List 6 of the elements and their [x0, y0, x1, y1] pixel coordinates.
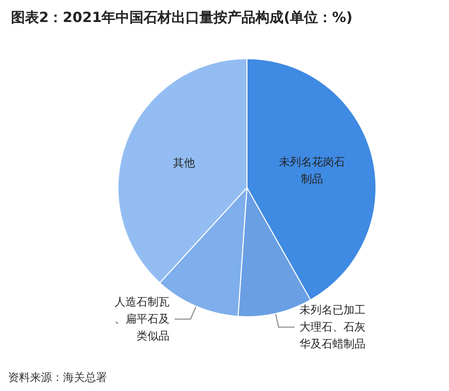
slice-label: 人造石制瓦、扁平石及类似品	[114, 296, 170, 343]
slice-label: 未列名花岗石制品	[279, 155, 346, 186]
text: 资料来源：海关总署	[8, 371, 107, 384]
slice-label: 未列名已加工大理石、石灰华及石蜡制品	[300, 304, 366, 351]
slice-label: 其他	[173, 156, 196, 170]
chart-title: 图表2：2021年中国石材出口量按产品构成(单位：%)	[11, 9, 353, 26]
